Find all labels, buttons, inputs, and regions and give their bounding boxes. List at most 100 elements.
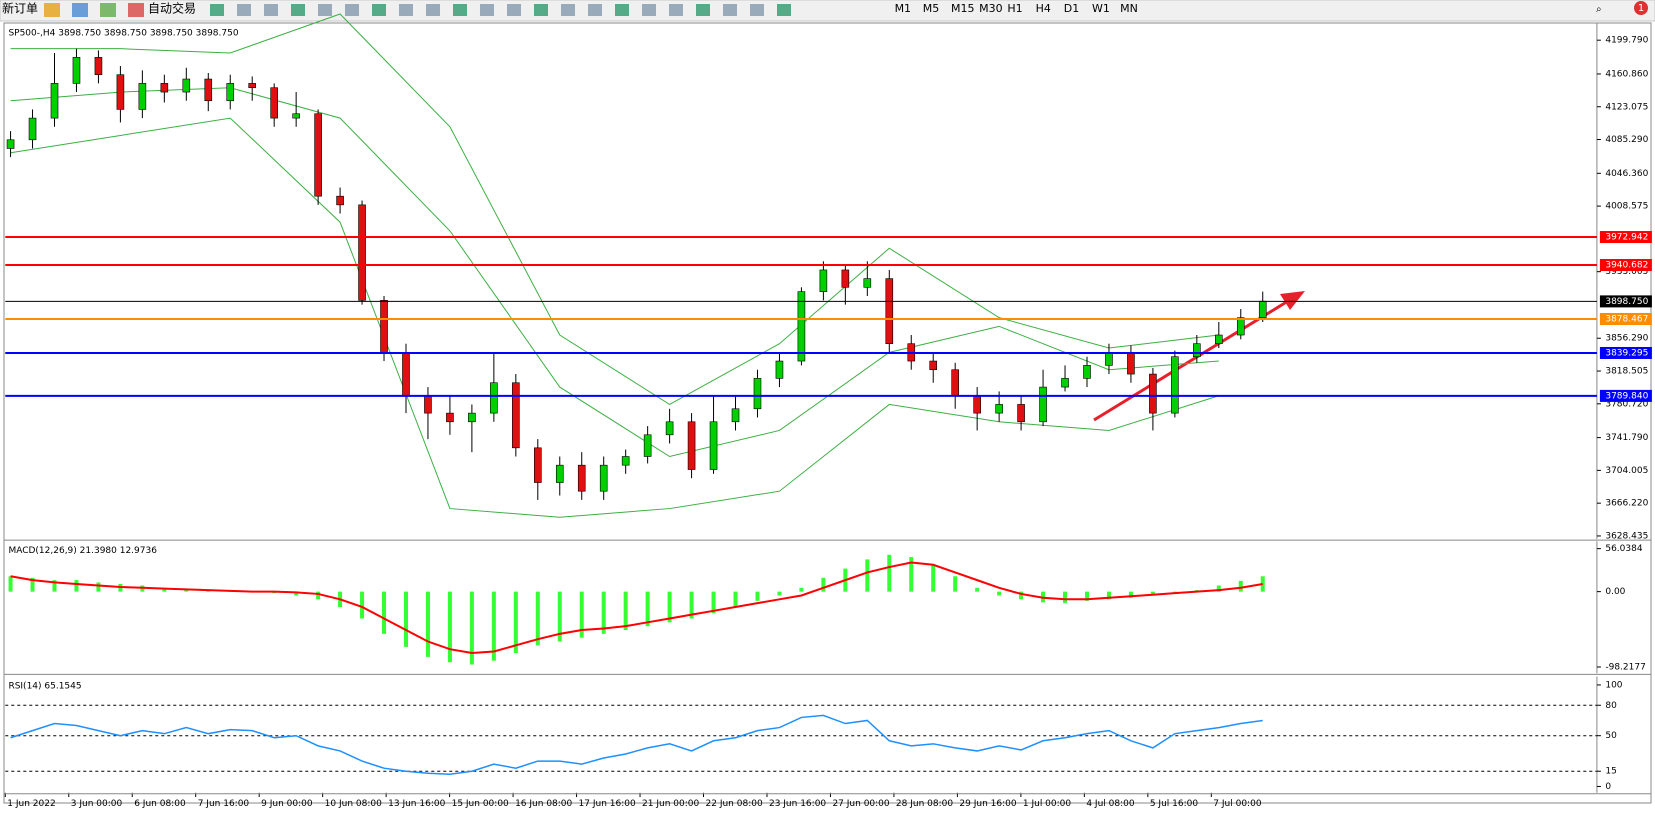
bollinger-band — [10, 117, 1219, 518]
y-tick-label: -98.2177 — [1605, 662, 1645, 672]
candle-body — [1258, 300, 1267, 318]
macd-bar — [711, 591, 716, 614]
tool-icons — [210, 4, 791, 16]
tool-icon[interactable] — [723, 4, 737, 16]
candle-body — [929, 360, 938, 371]
tool-icon[interactable] — [669, 4, 683, 16]
tool-icon[interactable] — [291, 4, 305, 16]
price-level-label: 3940.682 — [1605, 261, 1648, 271]
macd-bar — [184, 589, 189, 592]
candle-body — [1083, 365, 1091, 379]
x-tick-label: 7 Jul 00:00 — [1213, 799, 1262, 809]
tool-icon[interactable] — [372, 4, 386, 16]
candle-body — [753, 378, 762, 410]
timeframe-button[interactable]: D1 — [1064, 2, 1079, 15]
price-level-tag — [1599, 295, 1652, 308]
x-tick-label: 23 Jun 16:00 — [769, 799, 826, 809]
arrow-head — [1280, 291, 1305, 310]
tool-icon[interactable] — [210, 4, 224, 16]
bollinger-band — [10, 87, 1219, 458]
macd-bar — [425, 591, 430, 657]
macd-bar — [1260, 576, 1265, 592]
y-tick-label: 3780.720 — [1605, 399, 1648, 409]
tool-icon[interactable] — [345, 4, 359, 16]
indicator-label: MACD(12,26,9) 21.3980 12.9736 — [8, 546, 157, 556]
new-order-button[interactable]: 新订单 — [2, 1, 38, 16]
tool-icon[interactable] — [264, 4, 278, 16]
timeframe-button[interactable]: M30 — [979, 2, 1003, 15]
candle-body — [28, 117, 37, 141]
auto-trading-button[interactable]: 自动交易 — [148, 1, 196, 16]
candle-body — [885, 278, 894, 344]
rsi-line — [10, 714, 1263, 776]
macd-bar — [579, 591, 584, 638]
timeframe-button[interactable]: M1 — [895, 2, 912, 15]
tool-icon[interactable] — [777, 4, 791, 16]
timeframe-button[interactable]: M15 — [951, 2, 975, 15]
timeframe-button[interactable]: H4 — [1036, 2, 1051, 15]
macd-bar — [1128, 591, 1133, 598]
indicator-label: SP500-,H4 3898.750 3898.750 3898.750 389… — [8, 28, 238, 38]
tool-icon[interactable] — [237, 4, 251, 16]
tool-icon[interactable] — [453, 4, 467, 16]
tool-icon[interactable] — [426, 4, 440, 16]
candle-body — [1193, 343, 1201, 358]
macd-bar — [535, 591, 540, 646]
macd-bar — [557, 591, 562, 642]
price-level-tag — [1599, 389, 1652, 402]
x-tick-label: 3 Jun 00:00 — [71, 799, 123, 809]
price-level-tag — [1599, 312, 1652, 325]
macd-bar — [1150, 591, 1155, 596]
tool-icon[interactable] — [534, 4, 548, 16]
timeframe-button[interactable]: H1 — [1007, 2, 1022, 15]
tool-icon[interactable] — [696, 4, 710, 16]
price-level-label: 3878.467 — [1605, 314, 1648, 324]
candle-body — [490, 382, 498, 414]
price-level-label: 3839.295 — [1605, 348, 1648, 358]
tool-icon[interactable] — [750, 4, 764, 16]
candle-body — [50, 83, 59, 119]
timeframe-button[interactable]: MN — [1120, 2, 1138, 15]
x-tick-label: 28 Jun 08:00 — [896, 799, 953, 809]
search-icon[interactable]: ⌕ — [1596, 4, 1602, 15]
candle-body — [555, 464, 564, 483]
macd-bar — [975, 587, 980, 592]
tool-icon[interactable] — [480, 4, 494, 16]
y-tick-label: 0.00 — [1605, 587, 1625, 597]
candle-body — [687, 421, 696, 470]
y-tick-label: 3818.505 — [1605, 367, 1648, 377]
tool-icon[interactable] — [615, 4, 629, 16]
auto-trading-icon[interactable] — [128, 3, 144, 17]
candle-body — [314, 113, 322, 197]
icon[interactable] — [44, 3, 60, 17]
candle-body — [292, 113, 300, 119]
tool-icon[interactable] — [588, 4, 602, 16]
x-tick-label: 1 Jul 00:00 — [1023, 799, 1072, 809]
tool-icon[interactable] — [561, 4, 575, 16]
badge-count: 1 — [1638, 3, 1644, 14]
notification-badge[interactable] — [1634, 1, 1648, 15]
candle-body — [358, 204, 366, 301]
tool-icon[interactable] — [399, 4, 413, 16]
candle-body — [1236, 317, 1245, 336]
y-tick-label: 100 — [1605, 680, 1622, 690]
timeframe-button[interactable]: W1 — [1092, 2, 1110, 15]
icon[interactable] — [100, 3, 116, 17]
macd-bar — [799, 587, 804, 592]
macd-bar — [601, 591, 606, 634]
tool-icon[interactable] — [642, 4, 656, 16]
candle-body — [182, 78, 191, 93]
candle-body — [1039, 386, 1047, 423]
macd-signal — [10, 561, 1263, 655]
x-tick-label: 10 Jun 08:00 — [325, 799, 382, 809]
tool-icon[interactable] — [318, 4, 332, 16]
icon[interactable] — [72, 3, 88, 17]
candle-body — [424, 395, 432, 414]
tool-icon[interactable] — [507, 4, 521, 16]
y-tick-label: 3741.790 — [1605, 433, 1648, 443]
candle-body — [621, 456, 630, 466]
candle-body — [72, 57, 81, 84]
timeframe-button[interactable]: M5 — [923, 2, 940, 15]
y-tick-label: 3704.005 — [1605, 466, 1648, 476]
